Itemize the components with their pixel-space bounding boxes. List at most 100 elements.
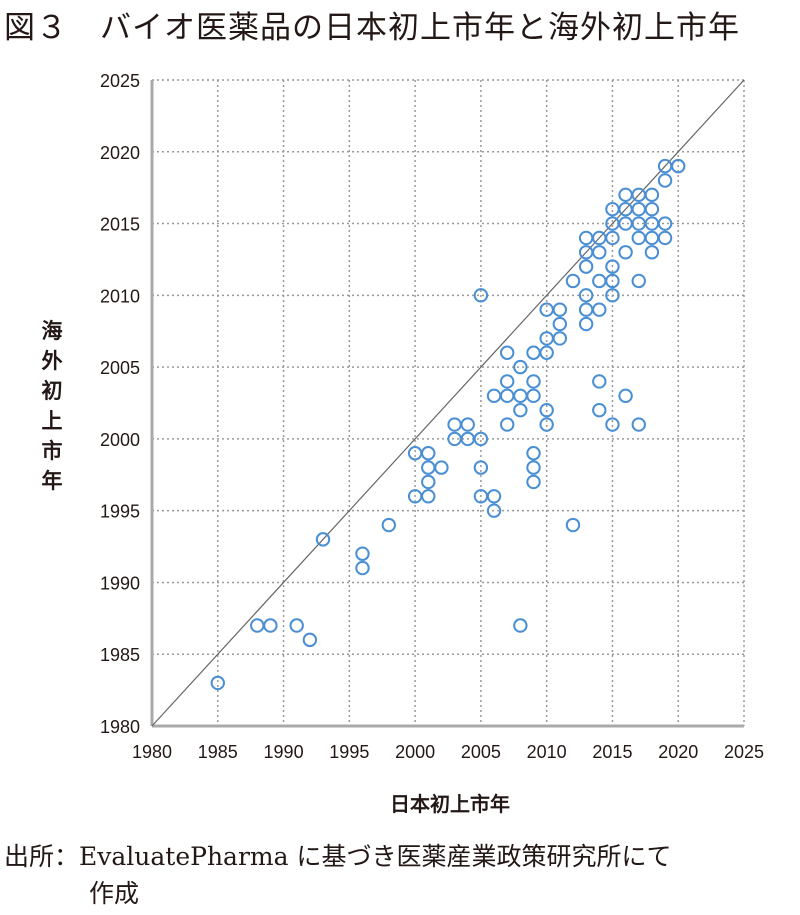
data-point: [605, 230, 620, 246]
data-point: [644, 230, 660, 246]
y-axis-label: 海外初上市年: [41, 319, 63, 493]
data-point: [315, 532, 331, 547]
y-tick-label: 1990: [100, 573, 140, 593]
chart-title: 図３ バイオ医薬品の日本初上市年と海外初上市年: [4, 10, 740, 46]
data-point: [618, 245, 633, 260]
data-point: [473, 288, 489, 303]
y-tick-label: 2020: [100, 143, 140, 163]
data-point: [302, 632, 318, 648]
data-point: [526, 460, 541, 475]
data-point: [500, 388, 515, 404]
data-point: [644, 245, 660, 260]
data-point: [473, 431, 489, 447]
data-point: [657, 230, 673, 246]
data-point: [592, 402, 607, 418]
data-point: [486, 388, 502, 404]
data-point: [605, 273, 620, 289]
data-point: [578, 288, 594, 303]
data-point: [473, 460, 489, 475]
data-point: [250, 618, 265, 633]
x-tick-label: 2025: [724, 742, 764, 762]
data-point: [526, 388, 541, 404]
data-point: [565, 517, 581, 533]
data-point: [355, 546, 370, 561]
data-point: [513, 618, 528, 633]
data-point: [578, 259, 594, 274]
data-point: [355, 560, 370, 576]
data-point: [644, 202, 660, 217]
y-tick-label: 1980: [100, 717, 140, 737]
data-point: [605, 202, 620, 217]
data-point: [592, 245, 607, 260]
x-tick-label: 1990: [264, 742, 304, 762]
data-point: [513, 388, 528, 404]
data-point: [381, 517, 396, 533]
data-point: [486, 489, 502, 504]
x-tick-label: 2015: [592, 742, 632, 762]
x-tick-label: 1985: [198, 742, 238, 762]
data-point: [657, 173, 673, 188]
data-point: [605, 288, 620, 303]
data-point: [618, 388, 633, 404]
x-tick-label: 1995: [329, 742, 369, 762]
x-tick-label: 2010: [527, 742, 567, 762]
data-point: [671, 158, 686, 174]
data-point: [500, 345, 515, 360]
y-tick-label: 1995: [100, 502, 140, 522]
data-point: [407, 446, 423, 461]
source-line-1: 出所：EvaluatePharma に基づき医薬産業政策研究所にて: [4, 842, 672, 871]
data-point: [421, 474, 436, 490]
data-point: [513, 402, 528, 418]
data-point: [578, 230, 594, 246]
data-point: [631, 417, 646, 432]
data-point: [631, 273, 646, 289]
data-point: [526, 374, 541, 389]
data-point: [526, 446, 541, 461]
data-point: [618, 216, 633, 231]
x-tick-label: 2005: [461, 742, 501, 762]
y-tick-label: 2025: [100, 71, 140, 91]
data-point: [421, 460, 436, 475]
data-point: [565, 273, 581, 289]
data-point: [657, 216, 673, 231]
data-point: [460, 417, 475, 432]
x-tick-label: 1980: [132, 742, 172, 762]
data-point: [552, 331, 568, 346]
data-point: [552, 302, 568, 317]
data-point: [644, 187, 660, 203]
data-point: [539, 417, 554, 432]
y-tick-label: 2005: [100, 358, 140, 378]
data-point: [605, 259, 620, 274]
data-point: [578, 302, 594, 317]
y-tick-label: 1985: [100, 645, 140, 665]
data-point: [421, 489, 436, 504]
data-point: [552, 316, 568, 332]
data-point: [592, 273, 607, 289]
data-point: [631, 230, 646, 246]
data-point: [500, 417, 515, 432]
x-axis-label: 日本初上市年: [390, 792, 510, 816]
source-note: 出所：EvaluatePharma に基づき医薬産業政策研究所にて 作成: [4, 838, 671, 912]
data-point: [289, 618, 304, 633]
data-point: [210, 675, 225, 691]
data-point: [421, 446, 436, 461]
data-point: [434, 460, 449, 475]
data-point: [592, 302, 607, 317]
data-point: [526, 474, 541, 490]
data-point: [500, 374, 515, 389]
data-point: [631, 202, 646, 217]
data-point: [539, 345, 554, 360]
data-point: [539, 331, 554, 346]
x-tick-label: 2000: [395, 742, 435, 762]
data-point: [526, 345, 541, 360]
y-tick-label: 2015: [100, 215, 140, 235]
data-point: [605, 417, 620, 432]
data-point: [513, 359, 528, 375]
data-point: [578, 316, 594, 332]
data-point: [592, 374, 607, 389]
data-point: [447, 417, 462, 432]
data-point: [618, 187, 633, 203]
data-point: [486, 503, 502, 518]
y-tick-label: 2000: [100, 430, 140, 450]
